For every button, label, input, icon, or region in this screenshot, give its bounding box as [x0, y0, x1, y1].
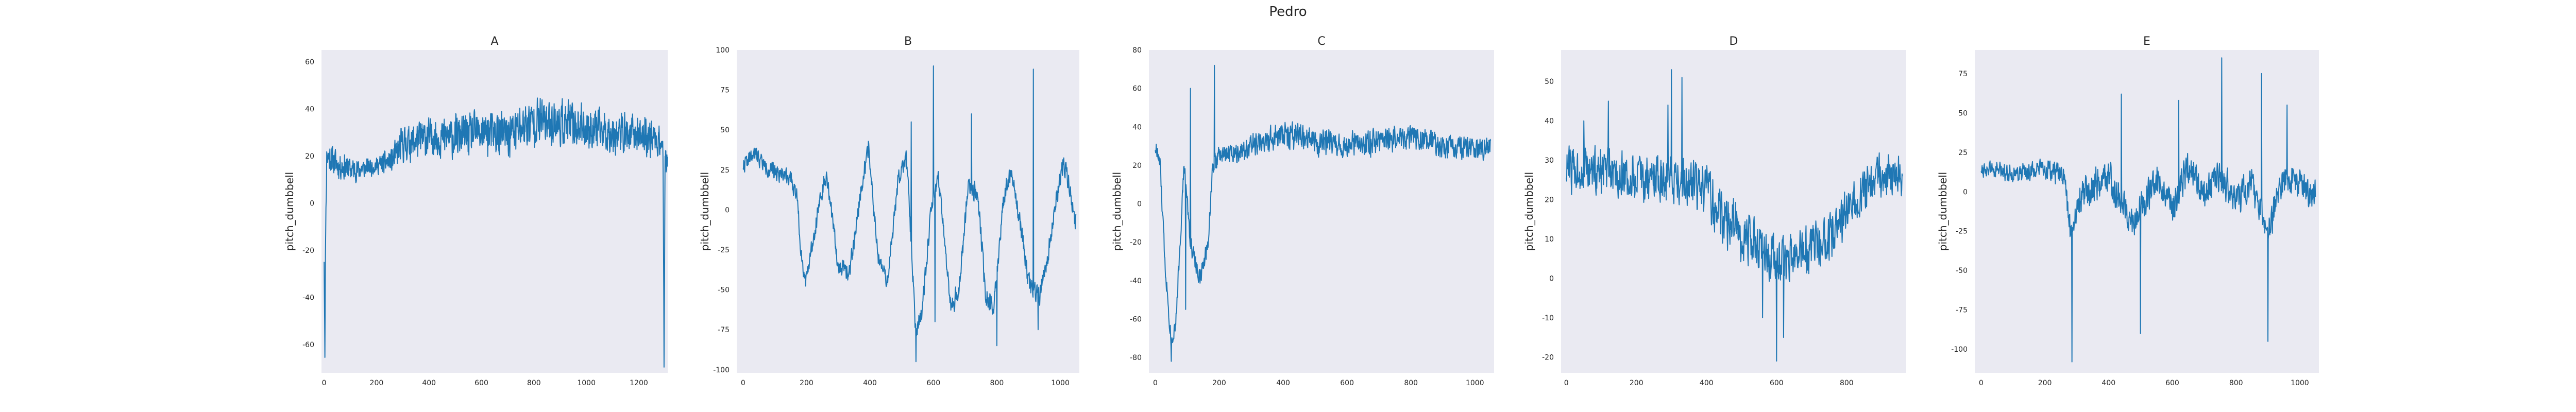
x-tick-label: 0	[1153, 379, 1158, 387]
figure-title: Pedro	[1269, 4, 1307, 20]
chart-panel-B: 0 200 400 600 800 1000 -100 -75 -50 -25 0 25 50 75 100…	[699, 35, 1079, 387]
x-tick-label: 800	[1404, 379, 1418, 387]
y-tick-label: -20	[1130, 238, 1142, 247]
x-tick-label: 200	[800, 379, 814, 387]
series-line	[324, 97, 668, 368]
y-tick-label: 30	[1545, 157, 1554, 165]
y-tick-label: -50	[1956, 267, 1968, 275]
y-tick-label: 0	[1549, 274, 1554, 283]
y-tick-label: -10	[1542, 314, 1554, 322]
y-tick-label: 0	[1137, 200, 1142, 209]
x-tick-label: 600	[926, 379, 940, 387]
chart-panel-D: 0 200 400 600 800 -20 -10 0 10 20 30 40 50 Dpitch_dum…	[1523, 35, 1906, 387]
plot-area	[1975, 50, 2319, 373]
plot-area	[737, 50, 1079, 373]
y-tick-label: -80	[1130, 354, 1142, 362]
y-tick-label: -50	[718, 286, 730, 295]
x-tick-label: 0	[1979, 379, 1984, 387]
y-tick-label: -25	[718, 246, 730, 254]
x-tick-label: 1200	[630, 379, 648, 387]
x-tick-label: 800	[2229, 379, 2243, 387]
y-tick-label: 10	[1545, 235, 1554, 244]
plot-area	[1149, 50, 1494, 373]
y-tick-label: 60	[305, 58, 314, 66]
y-tick-label: -100	[713, 366, 730, 374]
chart-panel-C: 0 200 400 600 800 1000 -80 -60 -40 -20 0 20 40 60 80 Cp…	[1111, 35, 1494, 387]
x-tick-label: 0	[1564, 379, 1569, 387]
y-axis-label: pitch_dumbbell	[1937, 172, 1949, 251]
x-tick-label: 600	[1340, 379, 1354, 387]
series-line	[1566, 69, 1903, 362]
y-tick-label: 100	[716, 46, 730, 55]
y-tick-label: 50	[720, 126, 730, 134]
y-tick-label: 40	[1132, 123, 1142, 131]
chart-panel-A: 0 200 400 600 800 1000 1200 -60 -40 -20 0 20 40 60 Api…	[283, 35, 668, 387]
y-tick-label: 80	[1132, 46, 1142, 55]
x-tick-label: 1000	[2291, 379, 2309, 387]
x-tick-label: 800	[527, 379, 541, 387]
y-axis-label: pitch_dumbbell	[1111, 172, 1123, 251]
y-tick-label: -25	[1956, 228, 1968, 236]
x-tick-label: 800	[1840, 379, 1854, 387]
y-tick-label: 40	[1545, 117, 1554, 126]
y-tick-label: 75	[720, 87, 730, 95]
y-tick-label: -20	[302, 247, 314, 255]
y-tick-label: 0	[1963, 188, 1968, 196]
series-line	[1155, 64, 1492, 362]
x-tick-label: 200	[2038, 379, 2052, 387]
y-tick-label: 75	[1958, 70, 1968, 78]
y-tick-label: -20	[1542, 353, 1554, 362]
y-tick-label: 50	[1545, 78, 1554, 86]
series-line	[1980, 57, 2316, 363]
y-axis-label: pitch_dumbbell	[1523, 172, 1535, 251]
x-tick-label: 400	[863, 379, 877, 387]
x-tick-label: 1000	[1051, 379, 1070, 387]
x-tick-label: 0	[741, 379, 745, 387]
x-tick-label: 1000	[577, 379, 596, 387]
y-tick-label: -75	[1956, 306, 1968, 315]
y-tick-label: -60	[302, 341, 314, 349]
x-tick-label: 200	[1212, 379, 1226, 387]
y-tick-label: 50	[1958, 109, 1968, 117]
y-tick-label: 25	[1958, 149, 1968, 157]
x-tick-label: 400	[422, 379, 436, 387]
y-axis-label: pitch_dumbbell	[699, 172, 711, 251]
y-tick-label: 0	[310, 199, 314, 208]
y-tick-label: -75	[718, 326, 730, 334]
y-tick-label: -100	[1951, 346, 1968, 354]
x-tick-label: 0	[322, 379, 327, 387]
x-tick-label: 600	[2165, 379, 2179, 387]
y-tick-label: 60	[1132, 85, 1142, 93]
y-tick-label: 20	[1132, 162, 1142, 170]
x-tick-label: 400	[1700, 379, 1714, 387]
x-tick-label: 600	[1770, 379, 1784, 387]
x-tick-label: 200	[1630, 379, 1643, 387]
plot-area	[321, 50, 668, 373]
chart-title: A	[490, 35, 498, 48]
y-tick-label: 20	[305, 152, 314, 161]
y-tick-label: 20	[1545, 196, 1554, 204]
x-tick-label: 800	[990, 379, 1004, 387]
x-tick-label: 400	[1276, 379, 1290, 387]
y-tick-label: 0	[725, 206, 730, 214]
x-tick-label: 200	[370, 379, 384, 387]
y-tick-label: -60	[1130, 316, 1142, 324]
y-tick-label: 25	[720, 166, 730, 175]
x-tick-label: 600	[474, 379, 488, 387]
y-tick-label: -40	[1130, 277, 1142, 285]
chart-title: B	[904, 35, 912, 48]
chart-title: D	[1730, 35, 1738, 48]
chart-title: E	[2143, 35, 2150, 48]
y-tick-label: -40	[302, 294, 314, 302]
x-tick-label: 1000	[1466, 379, 1484, 387]
y-axis-label: pitch_dumbbell	[283, 172, 296, 251]
chart-panel-E: 0 200 400 600 800 1000 -100 -75 -50 -25 0 25 50 75 Epi…	[1937, 35, 2319, 387]
x-tick-label: 400	[2102, 379, 2115, 387]
series-line	[742, 65, 1077, 363]
y-tick-label: 40	[305, 105, 314, 113]
chart-title: C	[1317, 35, 1325, 48]
